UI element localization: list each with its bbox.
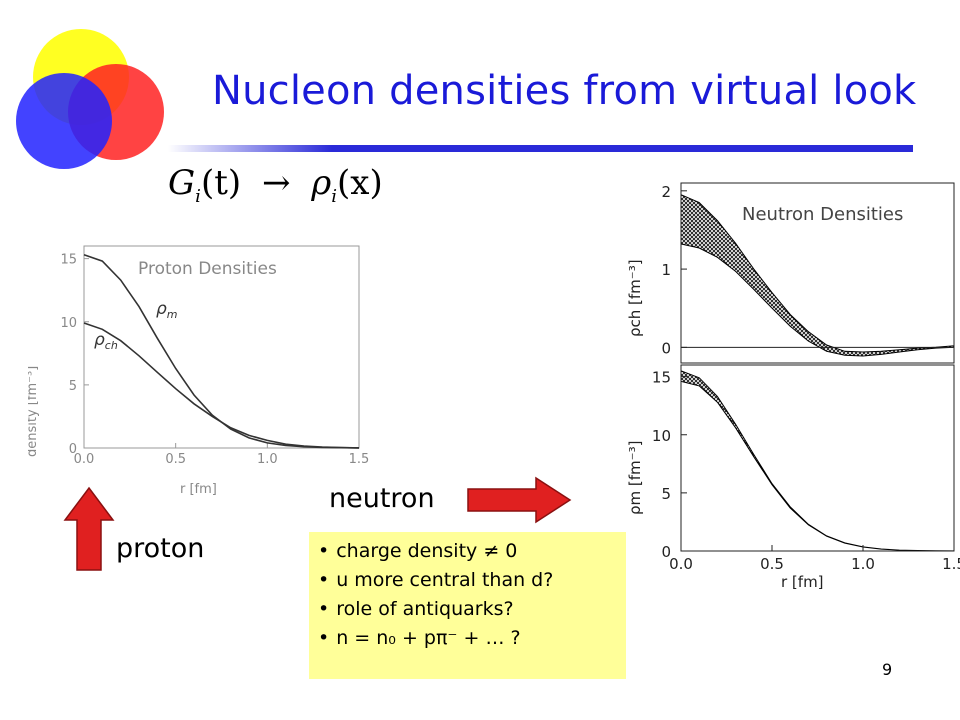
x-tick-label: 1.0 bbox=[257, 452, 278, 467]
formula-arrow: → bbox=[261, 163, 291, 203]
note-item: role of antiquarks? bbox=[318, 598, 626, 621]
title-underline bbox=[168, 145, 913, 152]
formula-G-arg: (t) bbox=[200, 163, 242, 203]
notes-list: charge density ≠ 0 u more central than d… bbox=[309, 532, 626, 650]
formula-G-sub: i bbox=[195, 185, 201, 207]
neutron-matter-frame bbox=[680, 364, 955, 552]
neutron-chart-title: Neutron Densities bbox=[742, 204, 903, 225]
series-line-ρm bbox=[83, 254, 360, 449]
formula-rho-arg: (x) bbox=[337, 163, 383, 203]
logo-blue-circle bbox=[16, 73, 112, 169]
formula: Gi(t) → ρi(x) bbox=[168, 163, 383, 207]
x-tick-label: 0.0 bbox=[669, 555, 693, 573]
neutron-label: neutron bbox=[329, 483, 435, 514]
y-tick-label: 0 bbox=[69, 442, 77, 457]
y-tick-label: 15 bbox=[652, 369, 671, 387]
neutron-arrow bbox=[467, 476, 572, 524]
y-tick-label: 0 bbox=[661, 339, 671, 357]
y-tick-label: 5 bbox=[69, 379, 77, 394]
x-tick-label: 0.5 bbox=[760, 555, 784, 573]
x-tick-label: 1.0 bbox=[851, 555, 875, 573]
note-item: u more central than d? bbox=[318, 569, 626, 592]
proton-density-chart: 0.0 0.5 1.0 1.5 0 5 10 15 Proton Densities dens… bbox=[28, 245, 370, 497]
formula-rho: ρ bbox=[311, 163, 332, 203]
x-tick-label: 1.5 bbox=[349, 452, 370, 467]
y-tick-label: 2 bbox=[661, 183, 671, 201]
y-tick-label: 10 bbox=[652, 427, 671, 445]
x-tick-label: 1.5 bbox=[942, 555, 960, 573]
neutron-matter-band bbox=[680, 370, 955, 552]
page-number: 9 bbox=[882, 660, 893, 679]
logo-circles bbox=[16, 29, 164, 169]
note-item: n = n₀ + pπ⁻ + … ? bbox=[318, 627, 626, 650]
rho-m-label: ρm bbox=[156, 299, 178, 321]
neutron-chart-xlabel: r [fm] bbox=[781, 573, 824, 591]
neutron-ch-ylabel: ρch [fm⁻³] bbox=[626, 259, 644, 337]
x-tick-label: 0.0 bbox=[74, 452, 95, 467]
formula-G: G bbox=[168, 163, 196, 203]
formula-rho-sub: i bbox=[331, 185, 338, 207]
neutron-charge-frame bbox=[680, 182, 955, 364]
series-line-ρch bbox=[83, 322, 360, 449]
y-tick-label: 1 bbox=[661, 261, 671, 279]
proton-chart-ylabel: density [fm⁻³] bbox=[28, 366, 40, 457]
proton-arrow bbox=[63, 486, 115, 571]
note-item: charge density ≠ 0 bbox=[318, 540, 626, 563]
proton-plot-frame bbox=[83, 245, 360, 449]
notes-box: charge density ≠ 0 u more central than d… bbox=[309, 532, 626, 679]
y-tick-label: 15 bbox=[60, 253, 77, 268]
y-tick-label: 0 bbox=[661, 543, 671, 561]
proton-label: proton bbox=[116, 533, 205, 564]
proton-chart-xlabel: r [fm] bbox=[180, 482, 217, 497]
slide-title: Nucleon densities from virtual look bbox=[212, 68, 917, 114]
neutron-m-ylabel: ρm [fm⁻³] bbox=[626, 441, 644, 515]
y-tick-label: 5 bbox=[661, 485, 671, 503]
y-tick-label: 10 bbox=[60, 316, 77, 331]
proton-chart-title: Proton Densities bbox=[138, 259, 277, 279]
x-tick-label: 0.5 bbox=[165, 452, 186, 467]
rho-ch-label: ρch bbox=[94, 330, 118, 352]
